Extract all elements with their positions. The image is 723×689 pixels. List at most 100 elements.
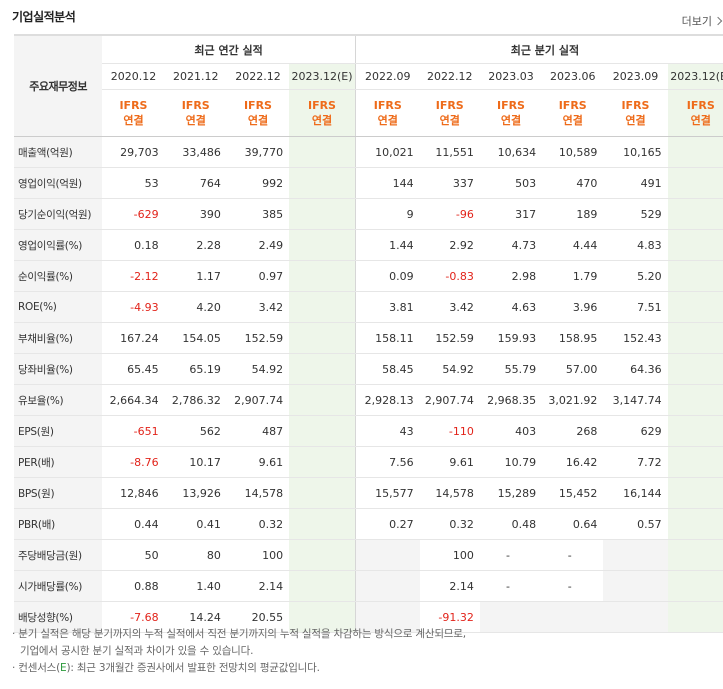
table-cell	[289, 508, 356, 540]
table-cell	[667, 353, 723, 385]
row-label: 배당성향(%)	[14, 601, 103, 633]
basis-ifrs: IFRS	[373, 99, 402, 112]
table-cell: 2,928.13	[354, 384, 420, 416]
table-cell: 4.83	[603, 229, 668, 261]
table-cell: -629	[102, 198, 165, 230]
table-cell	[667, 167, 723, 199]
table-cell: 562	[164, 415, 227, 447]
table-cell: 3,147.74	[603, 384, 668, 416]
table-row: PBR(배) 0.44 0.41 0.32 0.27 0.32 0.48 0.64 0.57	[14, 508, 723, 540]
table-cell	[667, 508, 723, 540]
table-cell: -91.32	[419, 601, 480, 633]
row-label: 주당배당금(원)	[14, 539, 103, 571]
table-cell: 10.17	[164, 446, 227, 478]
table-cell	[667, 229, 723, 261]
period-header: 2023.03	[479, 63, 543, 90]
table-cell: 3.42	[419, 291, 480, 323]
table-cell: 9.61	[226, 446, 290, 478]
table-cell: 10,589	[542, 136, 604, 168]
table-cell: 14,578	[226, 477, 290, 509]
basis-header: IFRS 연결	[226, 89, 290, 137]
table-cell: 33,486	[164, 136, 227, 168]
table-cell	[289, 384, 356, 416]
table-cell: 992	[226, 167, 290, 199]
table-cell: 1.17	[164, 260, 227, 292]
basis-consolidated: 연결	[690, 114, 711, 127]
table-cell: 764	[164, 167, 227, 199]
basis-header: IFRS 연결	[603, 89, 668, 137]
annual-group-header: 최근 연간 실적	[102, 34, 356, 64]
table-cell	[667, 570, 723, 602]
table-cell: 167.24	[102, 322, 165, 354]
financial-summary-table: 주요재무정보 최근 연간 실적 최근 분기 실적 2020.12 2021.12 2…	[14, 34, 723, 633]
table-cell: 9.61	[419, 446, 480, 478]
table-cell: 58.45	[354, 353, 420, 385]
table-cell: 0.48	[479, 508, 543, 540]
quarter-group-header: 최근 분기 실적	[354, 34, 723, 64]
table-cell	[479, 601, 543, 633]
table-cell: 3.42	[226, 291, 290, 323]
basis-consolidated: 연결	[439, 114, 460, 127]
period-header: 2021.12	[164, 63, 227, 90]
basis-consolidated: 연결	[377, 114, 398, 127]
table-cell: -	[479, 570, 543, 602]
table-cell: 0.41	[164, 508, 227, 540]
table-cell	[667, 384, 723, 416]
table-cell: 0.88	[102, 570, 165, 602]
table-cell: 15,289	[479, 477, 543, 509]
basis-consolidated: 연결	[500, 114, 522, 127]
basis-ifrs: IFRS	[686, 99, 715, 112]
table-cell: 39,770	[226, 136, 290, 168]
more-label: 더보기	[681, 15, 712, 28]
table-cell: 0.44	[102, 508, 165, 540]
table-cell	[667, 539, 723, 571]
table-cell: 2,968.35	[479, 384, 543, 416]
table-cell: 2,664.34	[102, 384, 165, 416]
table-cell	[354, 539, 420, 571]
table-cell: 385	[226, 198, 290, 230]
row-label: 당좌비율(%)	[14, 353, 103, 385]
table-cell: 1.79	[542, 260, 604, 292]
basis-consolidated: 연결	[185, 114, 206, 127]
table-cell: -96	[419, 198, 480, 230]
table-row: 배당성향(%) -7.68 14.24 20.55 -91.32	[14, 601, 723, 633]
table-cell: 7.56	[354, 446, 420, 478]
table-cell: -	[542, 539, 604, 571]
table-cell: 14,578	[419, 477, 480, 509]
table-cell: 0.09	[354, 260, 420, 292]
table-row: ROE(%) -4.93 4.20 3.42 3.81 3.42 4.63 3.96 7.51	[14, 291, 723, 323]
table-cell: 0.18	[102, 229, 165, 261]
more-link[interactable]: 더보기	[681, 13, 723, 29]
table-cell	[603, 539, 668, 571]
table-cell: 154.05	[164, 322, 227, 354]
table-cell: 29,703	[102, 136, 165, 168]
period-header: 2020.12	[102, 63, 165, 90]
table-cell: 2.98	[479, 260, 543, 292]
table-cell: 317	[479, 198, 543, 230]
basis-consolidated: 연결	[562, 114, 583, 127]
table-cell: 390	[164, 198, 227, 230]
table-cell: 2.92	[419, 229, 480, 261]
table-cell: 16.42	[542, 446, 604, 478]
table-cell: 53	[102, 167, 165, 199]
table-row: 유보율(%) 2,664.34 2,786.32 2,907.74 2,928.13 2,…	[14, 384, 723, 416]
table-row: 주당배당금(원) 50 80 100 100- -	[14, 539, 723, 571]
basis-header: IFRS 연결	[164, 89, 227, 137]
basis-consolidated: 연결	[311, 114, 333, 127]
table-cell	[289, 322, 356, 354]
basis-consolidated: 연결	[625, 114, 646, 127]
table-row: 당좌비율(%) 65.45 65.19 54.92 58.45 54.92 55.79 57.…	[14, 353, 723, 385]
table-cell: 7.72	[603, 446, 668, 478]
period-header: 2022.12	[419, 63, 480, 90]
period-header: 2022.09	[354, 63, 420, 90]
table-cell: -	[479, 539, 543, 571]
table-cell: 158.11	[354, 322, 420, 354]
table-cell: -	[542, 570, 604, 602]
table-cell: 57.00	[542, 353, 604, 385]
table-cell: 152.59	[226, 322, 290, 354]
table-cell: -651	[102, 415, 165, 447]
table-cell	[289, 260, 356, 292]
corner-label: 주요재무정보	[14, 34, 103, 137]
basis-ifrs: IFRS	[496, 99, 525, 112]
table-cell: -2.12	[102, 260, 165, 292]
